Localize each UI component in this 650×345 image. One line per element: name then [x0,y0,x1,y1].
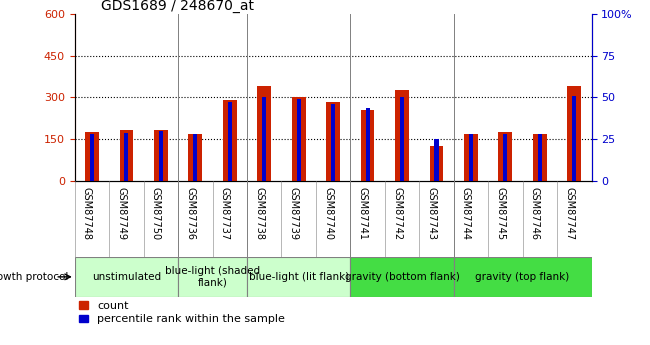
Bar [454,257,592,297]
Bar [395,90,409,181]
Bar [538,134,542,181]
Text: GSM87744: GSM87744 [461,187,471,240]
Bar [90,134,94,181]
Bar [257,86,271,181]
Bar [292,97,306,181]
Text: GSM87747: GSM87747 [564,187,575,240]
Bar [434,139,439,181]
Bar [365,108,370,181]
Bar [85,132,99,181]
Text: GSM87749: GSM87749 [116,187,126,240]
Text: gravity (top flank): gravity (top flank) [476,272,569,282]
Bar [188,134,202,181]
Legend: count, percentile rank within the sample: count, percentile rank within the sample [75,297,289,329]
Text: GSM87742: GSM87742 [392,187,402,240]
Bar [223,100,237,181]
Bar [193,134,198,181]
Bar [120,129,133,181]
Text: GSM87748: GSM87748 [82,187,92,240]
Text: growth protocol: growth protocol [0,272,68,282]
Bar [464,134,478,181]
Bar [331,104,335,181]
Text: blue-light (shaded
flank): blue-light (shaded flank) [165,266,260,288]
Bar [572,96,577,181]
Bar [400,97,404,181]
Bar [361,110,374,181]
Text: unstimulated: unstimulated [92,272,161,282]
Bar [533,134,547,181]
Text: GDS1689 / 248670_at: GDS1689 / 248670_at [101,0,254,13]
Bar [503,134,508,181]
Bar [247,257,350,297]
Bar [154,129,168,181]
Bar [350,257,454,297]
Text: GSM87738: GSM87738 [254,187,264,240]
Text: GSM87745: GSM87745 [495,187,506,240]
Text: GSM87737: GSM87737 [220,187,230,240]
Bar [124,132,129,181]
Bar [262,97,266,181]
Text: GSM87740: GSM87740 [323,187,333,240]
Bar [178,257,247,297]
Text: GSM87750: GSM87750 [151,187,161,240]
Bar [430,146,443,181]
Bar [159,131,163,181]
Bar [499,132,512,181]
Bar [296,99,301,181]
Text: GSM87743: GSM87743 [426,187,437,240]
Text: GSM87741: GSM87741 [358,187,368,240]
Text: blue-light (lit flank): blue-light (lit flank) [248,272,349,282]
Bar [227,102,232,181]
Text: GSM87739: GSM87739 [289,187,299,240]
Text: GSM87746: GSM87746 [530,187,540,240]
Text: gravity (bottom flank): gravity (bottom flank) [344,272,460,282]
Bar [75,257,178,297]
Bar [326,102,340,181]
Bar [469,134,473,181]
Text: GSM87736: GSM87736 [185,187,195,240]
Bar [567,86,581,181]
